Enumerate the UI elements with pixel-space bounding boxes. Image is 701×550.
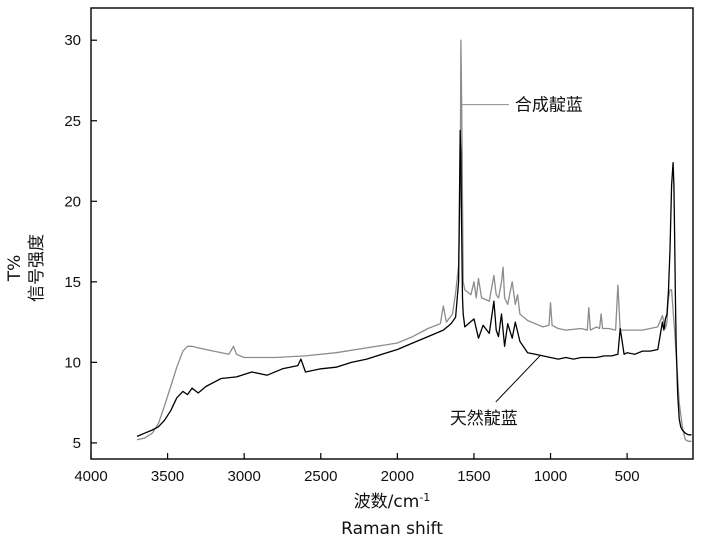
x-axis-subtitle: Raman shift: [341, 519, 443, 539]
y-tick-label: 5: [73, 435, 81, 452]
x-tick-label: 500: [615, 468, 640, 485]
x-axis: 4000 3500 3000 2500 2000 1500 1000 500: [74, 453, 639, 485]
annotation-layer: 合成靛蓝天然靛蓝: [450, 96, 583, 429]
series-layer: [137, 40, 692, 441]
y-tick-label: 10: [64, 354, 81, 371]
x-tick-label: 1000: [534, 468, 567, 485]
annotation-leader-natural: [496, 356, 540, 402]
annotation-label-synthetic: 合成靛蓝: [515, 96, 583, 116]
y-axis: 5 10 15 20 25 30: [64, 32, 97, 452]
x-tick-label: 3500: [151, 468, 184, 485]
x-tick-label: 4000: [74, 468, 107, 485]
x-axis-title: 波数/cm-1: [354, 491, 431, 513]
y-tick-label: 25: [64, 113, 81, 130]
x-tick-label: 2500: [304, 468, 337, 485]
series-line-1: [137, 40, 692, 441]
y-tick-label: 20: [64, 193, 81, 210]
y-tick-label: 30: [64, 32, 81, 49]
x-tick-label: 3000: [227, 468, 260, 485]
y-tick-label: 15: [64, 274, 81, 291]
annotation-leader-synthetic: [461, 105, 509, 111]
x-tick-label: 2000: [381, 468, 414, 485]
plot-frame: [91, 8, 693, 459]
y-axis-title: T%: [5, 255, 25, 283]
annotation-label-natural: 天然靛蓝: [450, 409, 518, 429]
x-tick-label: 1500: [457, 468, 490, 485]
series-line-2: [137, 130, 692, 436]
y-axis-subtitle: 信号强度: [27, 234, 47, 302]
